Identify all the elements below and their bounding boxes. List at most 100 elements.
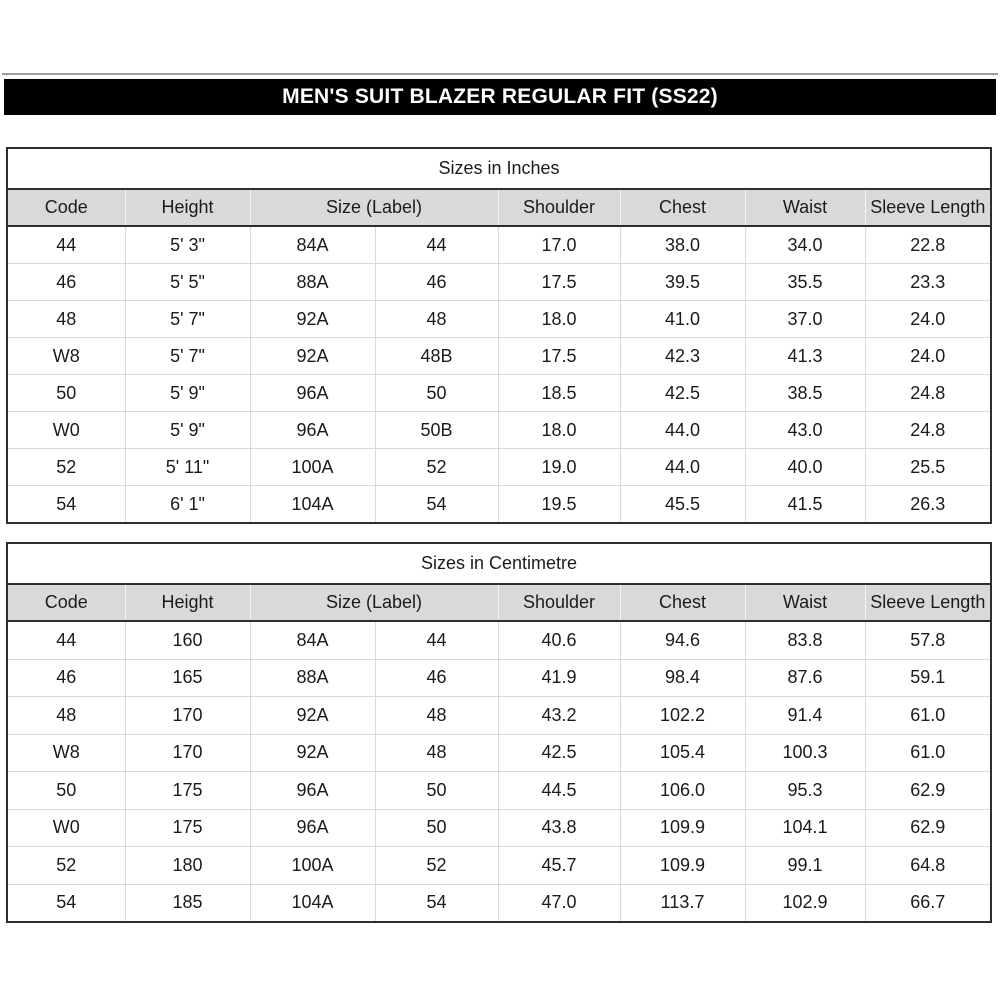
table-row: W8 170 92A 48 42.5 105.4 100.3 61.0 — [7, 733, 992, 772]
table-row: W0 5' 9" 96A 50B 18.0 44.0 43.0 24.8 — [7, 411, 992, 449]
table-caption: Sizes in Centimetre — [7, 543, 992, 585]
table-cell: 54 — [374, 883, 498, 922]
table-cell: 43.0 — [744, 411, 865, 449]
table-cell: 91.4 — [744, 696, 865, 734]
table-cell: 25.5 — [864, 448, 992, 486]
column-header-chest: Chest — [619, 584, 745, 622]
table-cell: 175 — [124, 771, 250, 809]
table-cell: 44 — [374, 621, 498, 659]
sizes-in-centimetre-table: Sizes in Centimetre Code Height Size (La… — [6, 542, 993, 923]
table-cell: 40.6 — [497, 621, 620, 659]
table-cell: 5' 7" — [124, 337, 250, 375]
table-cell: 48B — [374, 337, 498, 375]
table-cell: 102.9 — [744, 883, 865, 922]
top-divider-line — [2, 73, 998, 75]
table-cell: 52 — [374, 846, 498, 884]
table-cell: 26.3 — [864, 485, 992, 523]
column-header-size-label: Size (Label) — [249, 189, 498, 227]
table-caption-row: Sizes in Inches — [7, 148, 992, 190]
column-header-sleeve-length: Sleeve Length — [864, 189, 992, 227]
table-cell: 5' 7" — [124, 300, 250, 338]
table-cell: 100A — [249, 448, 375, 486]
table-row: 48 170 92A 48 43.2 102.2 91.4 61.0 — [7, 696, 992, 734]
table-cell: 46 — [374, 263, 498, 301]
table-cell: 175 — [124, 808, 250, 847]
column-header-height: Height — [124, 189, 250, 227]
table-cell: 24.0 — [864, 337, 992, 375]
table-cell: 50 — [7, 374, 125, 412]
table-cell: 105.4 — [619, 733, 745, 772]
table-body: 44 160 84A 44 40.6 94.6 83.8 57.8 46 165 88A 46 41.9… — [7, 621, 992, 922]
column-header-shoulder: Shoulder — [497, 584, 620, 622]
table-cell: 43.2 — [497, 696, 620, 734]
table-row: 50 175 96A 50 44.5 106.0 95.3 62.9 — [7, 771, 992, 809]
table-cell: 48 — [7, 696, 125, 734]
table-cell: 19.5 — [497, 485, 620, 523]
table-cell: 61.0 — [864, 696, 992, 734]
table-cell: 38.0 — [619, 226, 745, 264]
table-row: 50 5' 9" 96A 50 18.5 42.5 38.5 24.8 — [7, 374, 992, 412]
column-header-waist: Waist — [744, 584, 865, 622]
table-cell: 180 — [124, 846, 250, 884]
table-cell: 18.0 — [497, 411, 620, 449]
table-row: 44 5' 3" 84A 44 17.0 38.0 34.0 22.8 — [7, 226, 992, 264]
table-cell: 39.5 — [619, 263, 745, 301]
table-row: 52 180 100A 52 45.7 109.9 99.1 64.8 — [7, 846, 992, 884]
table-cell: 99.1 — [744, 846, 865, 884]
table-cell: 41.9 — [497, 658, 620, 697]
table-cell: 84A — [249, 226, 375, 264]
table-cell: 88A — [249, 658, 375, 697]
table-cell: 6' 1" — [124, 485, 250, 523]
table-cell: 52 — [374, 448, 498, 486]
table-cell: 44 — [374, 226, 498, 264]
table-cell: 88A — [249, 263, 375, 301]
table-header-row: Code Height Size (Label) Shoulder Chest … — [7, 584, 992, 622]
table-row: 52 5' 11" 100A 52 19.0 44.0 40.0 25.5 — [7, 448, 992, 486]
table-cell: W8 — [7, 337, 125, 375]
table-cell: 41.3 — [744, 337, 865, 375]
table-cell: 92A — [249, 696, 375, 734]
table-cell: 94.6 — [619, 621, 745, 659]
table-cell: 165 — [124, 658, 250, 697]
table-cell: 54 — [374, 485, 498, 523]
table-cell: 104A — [249, 485, 375, 523]
table-row: 46 5' 5" 88A 46 17.5 39.5 35.5 23.3 — [7, 263, 992, 301]
table-row: W0 175 96A 50 43.8 109.9 104.1 62.9 — [7, 808, 992, 847]
table-cell: 24.8 — [864, 374, 992, 412]
table-cell: 52 — [7, 448, 125, 486]
table-cell: 44.0 — [619, 448, 745, 486]
table-header-row: Code Height Size (Label) Shoulder Chest … — [7, 189, 992, 227]
table-cell: 5' 3" — [124, 226, 250, 264]
table-cell: 170 — [124, 696, 250, 734]
table-cell: 48 — [7, 300, 125, 338]
table-cell: 62.9 — [864, 808, 992, 847]
table-cell: 35.5 — [744, 263, 865, 301]
table-cell: 96A — [249, 771, 375, 809]
table-cell: 46 — [7, 658, 125, 697]
table-cell: 84A — [249, 621, 375, 659]
table-cell: 23.3 — [864, 263, 992, 301]
column-header-height: Height — [124, 584, 250, 622]
table-cell: 48 — [374, 300, 498, 338]
table-cell: 96A — [249, 374, 375, 412]
table-cell: 48 — [374, 696, 498, 734]
table-cell: 54 — [7, 883, 125, 922]
table-cell: 42.5 — [619, 374, 745, 412]
table-cell: 92A — [249, 300, 375, 338]
table-cell: 109.9 — [619, 808, 745, 847]
table-cell: 19.0 — [497, 448, 620, 486]
table-cell: 44.0 — [619, 411, 745, 449]
table-row: 46 165 88A 46 41.9 98.4 87.6 59.1 — [7, 658, 992, 697]
table-cell: 24.0 — [864, 300, 992, 338]
table-cell: 40.0 — [744, 448, 865, 486]
table-cell: 5' 11" — [124, 448, 250, 486]
table-cell: 17.5 — [497, 337, 620, 375]
column-header-code: Code — [7, 189, 125, 227]
table-caption: Sizes in Inches — [7, 148, 992, 190]
column-header-sleeve-length: Sleeve Length — [864, 584, 992, 622]
table-caption-row: Sizes in Centimetre — [7, 543, 992, 585]
table-cell: 100.3 — [744, 733, 865, 772]
table-cell: 54 — [7, 485, 125, 523]
table-cell: 50 — [7, 771, 125, 809]
